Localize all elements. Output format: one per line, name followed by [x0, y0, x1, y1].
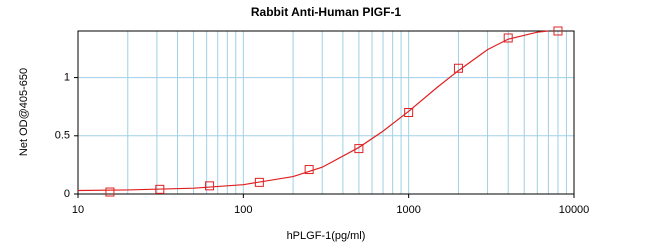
x-axis-label: hPLGF-1(pg/ml) — [287, 230, 366, 242]
data-point — [404, 108, 414, 117]
chart-title: Rabbit Anti-Human PIGF-1 — [251, 5, 402, 19]
x-tick-label: 10000 — [559, 204, 590, 216]
x-tick-label: 10 — [72, 204, 84, 216]
data-point — [354, 144, 364, 154]
y-tick-label: 0 — [64, 188, 70, 200]
y-tick-label: 1 — [64, 71, 70, 83]
plot-frame — [77, 30, 575, 195]
fit-curve — [77, 30, 549, 192]
data-point — [205, 181, 215, 191]
x-tick-label: 100 — [234, 204, 252, 216]
y-axis-label: Net OD@405-650 — [18, 68, 30, 156]
data-point — [105, 187, 115, 197]
x-tick-label: 1000 — [396, 204, 420, 216]
y-tick-label: 0.5 — [55, 130, 70, 142]
data-point — [553, 26, 563, 36]
